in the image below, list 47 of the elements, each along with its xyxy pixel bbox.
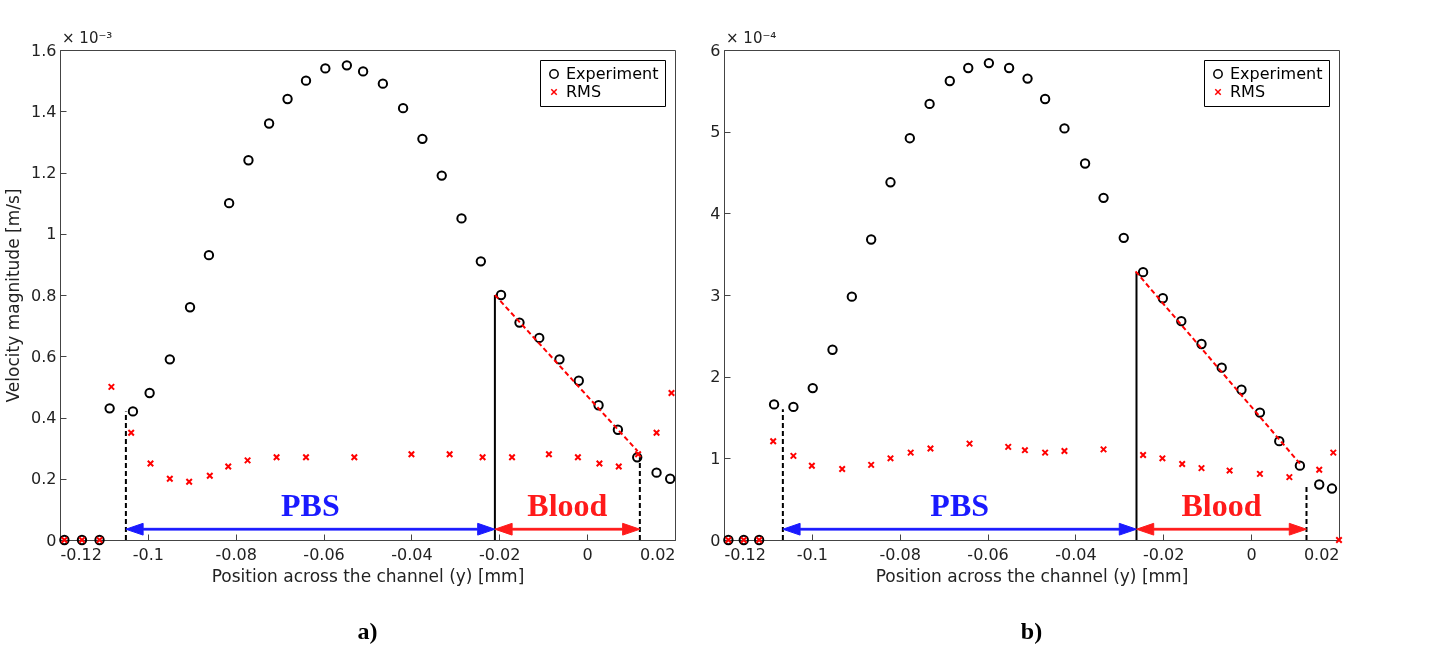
- x-tick-label: -0.06: [303, 544, 345, 564]
- y-tick-label: 6: [710, 40, 721, 60]
- annotation: PBS: [930, 486, 990, 523]
- text: × 10⁻³: [62, 29, 113, 47]
- annotation: Blood: [1181, 486, 1262, 523]
- y-tick-label: 3: [710, 285, 721, 305]
- y-tick-label: 0: [710, 530, 721, 550]
- y-tick-label: 2: [710, 367, 721, 387]
- text: × 10⁻⁴: [726, 29, 777, 47]
- annotation: Blood: [527, 486, 608, 523]
- x-tick-label: -0.04: [391, 544, 433, 564]
- legend-label: Experiment: [566, 64, 659, 83]
- x-tick-label: -0.02: [1143, 544, 1185, 564]
- x-tick-label: -0.12: [60, 544, 102, 564]
- legend-label: RMS: [566, 82, 602, 101]
- x-axis-title: Position across the channel (y) [mm]: [875, 565, 1189, 586]
- x-tick-label: -0.1: [796, 544, 828, 564]
- x-tick-label: -0.02: [479, 544, 521, 564]
- y-tick-label: 0: [46, 530, 57, 550]
- y-tick-label: 1.2: [31, 163, 57, 182]
- x-tick-label: 0: [582, 544, 593, 564]
- text: b): [1020, 618, 1043, 644]
- y-tick-label: 5: [710, 122, 721, 142]
- y-tick-label: 1: [46, 224, 57, 244]
- y-tick-label: 1.4: [31, 101, 57, 121]
- x-tick-label: -0.06: [967, 544, 1009, 564]
- x-tick-label: -0.08: [215, 544, 257, 564]
- y-tick-label: 1: [710, 448, 721, 468]
- y-tick-label: 4: [710, 203, 721, 223]
- y-tick-label: 0.6: [31, 346, 57, 366]
- x-tick-label: -0.08: [879, 544, 921, 564]
- y-tick-label: 1.6: [31, 40, 57, 60]
- y-tick-label: 0.4: [31, 408, 57, 427]
- x-tick-label: 0.02: [1303, 544, 1340, 564]
- text: a): [357, 618, 378, 644]
- x-tick-label: 0: [1246, 544, 1257, 564]
- legend-label: Experiment: [1230, 64, 1323, 83]
- y-tick-label: 0.2: [31, 469, 57, 489]
- y-axis-title: Velocity magnitude [m/s]: [3, 188, 24, 403]
- x-tick-label: 0.02: [639, 544, 676, 564]
- annotation: PBS: [281, 486, 340, 523]
- x-tick-label: -0.12: [724, 544, 766, 564]
- y-tick-label: 0.8: [31, 285, 57, 305]
- legend-label: RMS: [1230, 82, 1266, 101]
- x-tick-label: -0.1: [132, 544, 164, 564]
- x-tick-label: -0.04: [1055, 544, 1097, 564]
- x-axis-title: Position across the channel (y) [mm]: [211, 565, 525, 586]
